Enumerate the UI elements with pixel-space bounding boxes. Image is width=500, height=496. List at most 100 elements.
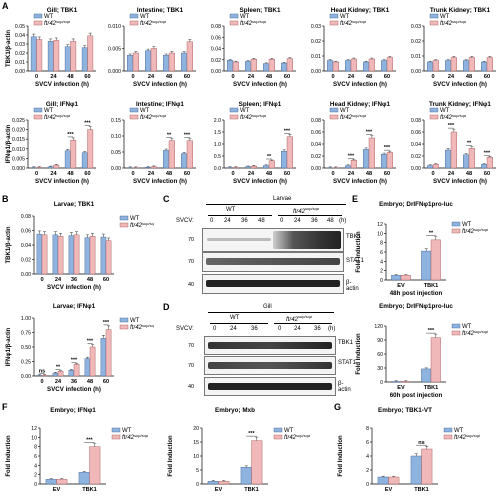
y-tick-label: 0.005 <box>108 47 121 53</box>
y-tick-label: 0.04 <box>311 142 321 148</box>
y-tick-label: 0.04 <box>21 243 31 249</box>
bar-wt <box>181 153 188 169</box>
legend-label-ko: ftr42sup/sup <box>340 19 367 27</box>
bar-wt <box>481 164 488 169</box>
bar-wt <box>445 60 452 72</box>
bar-ko <box>430 337 441 383</box>
y-tick-label: 0.06 <box>211 35 221 41</box>
panel-letter-b: B <box>2 194 9 204</box>
x-tick-label: 48 <box>466 171 472 177</box>
bar-ko <box>268 58 275 72</box>
legend-label-wt: WT <box>130 318 140 324</box>
chart-trunkkidney-ifn: Trunk Kidney; IFNφ1 0.00 0.02 0.04 0.06 0.08 0… <box>411 101 496 185</box>
legend-label-ko: ftr42sup/sup <box>240 113 267 121</box>
x-tick-label: 24 <box>448 171 455 177</box>
x-axis-label: SVCV infection (h) <box>433 178 487 185</box>
bar-ko <box>250 165 257 169</box>
y-tick-label: 6 <box>34 454 37 460</box>
significance-mark: *** <box>184 133 191 139</box>
bar-ko <box>73 234 80 275</box>
x-tick-label: 48 <box>67 171 73 177</box>
x-tick-label: 0 <box>231 74 234 80</box>
x-axis-label: 60h post injection <box>390 392 443 399</box>
y-tick-label: 0.03 <box>15 42 25 48</box>
y-tick-label: 0.02 <box>311 154 321 160</box>
bar-wt <box>163 55 170 72</box>
significance-mark: *** <box>87 339 94 345</box>
y-tick-label: 120 <box>374 324 383 330</box>
x-tick-label: 60 <box>103 379 109 385</box>
legend-label-wt: WT <box>240 14 250 20</box>
legend-swatch-wt <box>33 107 43 113</box>
bar-ko <box>388 476 400 485</box>
x-tick-label: 0 <box>35 171 38 177</box>
legend-label-ko: ftr42sup/sup <box>140 113 167 121</box>
legend-label-wt: WT <box>340 14 350 20</box>
bar-wt <box>100 338 107 377</box>
x-tick-label: TBK1 <box>244 487 259 493</box>
legend-swatch-wt <box>111 427 121 433</box>
significance-mark: *** <box>448 123 455 129</box>
chart-intestine-tbk1: Intestine; TBK1 0.000 0.005 0.010 0 24 48 60SVC… <box>108 7 196 88</box>
bar-ko <box>53 40 60 72</box>
x-tick-label: 60 <box>103 277 109 283</box>
bar-wt <box>377 476 389 485</box>
chart-embryo-ifnpro-60h: Embryo; DrIFNφ1pro-luc Fold Induction 0 30 6… <box>356 303 489 399</box>
bar-ko <box>57 371 64 377</box>
blot-d-actin-strip <box>204 377 336 396</box>
y-tick-label: 0.04 <box>411 142 421 148</box>
y-tick-label: 0.06 <box>21 229 31 235</box>
x-tick-label: 60 <box>484 171 490 177</box>
y-tick-label: 0.005 <box>12 156 25 162</box>
y-tick-label: 0.02 <box>15 51 25 57</box>
bar-ko <box>105 329 112 377</box>
x-tick-label: TBK1 <box>424 283 439 289</box>
bar-wt <box>245 61 252 72</box>
legend-swatch-ko <box>429 114 439 120</box>
x-axis-label: SVCV infection (h) <box>233 81 287 88</box>
y-tick-label: 1.5 <box>214 130 221 136</box>
y-tick-label: 20 <box>193 426 199 432</box>
legend-swatch-ko <box>129 20 139 26</box>
legend-label-ko: ftr42sup/sup <box>440 19 467 27</box>
x-tick-label: 36 <box>71 379 77 385</box>
y-axis-label: Fold Induction <box>168 435 174 477</box>
legend-swatch-ko <box>329 114 339 120</box>
x-tick-label: 0 <box>131 74 134 80</box>
legend-swatch-ko <box>33 20 43 26</box>
bar-wt <box>263 63 270 72</box>
y-tick-label: 0.03 <box>311 24 321 30</box>
bar-ko <box>430 239 441 281</box>
legend-swatch-ko <box>451 228 461 234</box>
bar-wt <box>64 46 71 72</box>
bar-ko <box>53 164 60 169</box>
legend-label-wt: WT <box>44 108 54 114</box>
y-axis-label: Fold Induction <box>6 435 12 477</box>
bar-wt <box>327 60 334 72</box>
bar-ko <box>368 137 375 169</box>
bar-wt <box>281 151 288 169</box>
y-tick-label: 0.00 <box>21 272 31 278</box>
chart-larvae-tbk1: Larvae; TBK1 TBK1/β-actin 0.00 0.02 0.04 0.06… <box>6 201 154 291</box>
bar-wt <box>427 61 434 72</box>
bar-wt <box>245 166 252 169</box>
x-tick-label: 48 <box>67 74 73 80</box>
y-tick-label: 30 <box>377 366 383 372</box>
legend-swatch-ko <box>443 434 453 440</box>
blot-d-band-tbk1: TBK1 <box>338 340 354 346</box>
y-tick-label: 0.10 <box>111 134 121 140</box>
legend-label-wt: WT <box>240 108 250 114</box>
x-tick-label: 24 <box>348 74 355 80</box>
x-tick-label: EV <box>397 385 405 391</box>
x-tick-label: 24 <box>50 74 57 80</box>
legend-swatch-ko <box>451 330 461 336</box>
blot-d-band-stat1: STAT1 <box>338 360 356 366</box>
blot-d-band-actin: β-actin <box>338 381 351 393</box>
bar-wt <box>181 52 188 72</box>
chart-title: Embryo; Mxb <box>215 407 255 414</box>
y-tick-label: 0.025 <box>12 118 25 124</box>
legend-swatch-ko <box>111 434 121 440</box>
significance-mark: ** <box>56 365 61 371</box>
bar-ko <box>450 57 457 72</box>
legend-label-wt: WT <box>440 108 450 114</box>
